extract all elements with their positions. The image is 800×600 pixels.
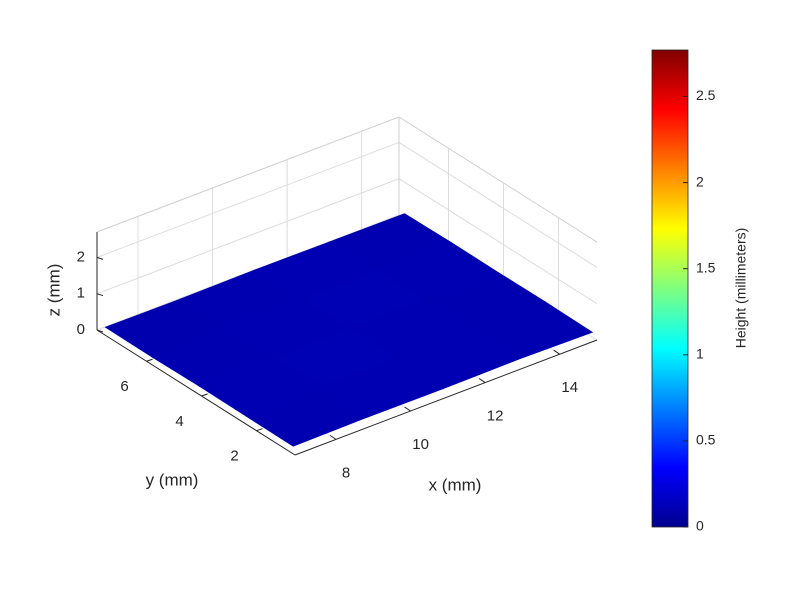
x-tick-label: 10 [412,436,429,453]
grid-line [398,178,598,305]
z-tick-label: 1 [77,285,85,302]
box-edge [398,116,598,243]
x-tick-label: 14 [561,379,578,396]
box-edge [96,116,400,233]
x-tick-label: 8 [342,464,350,481]
y-tick [256,428,263,432]
colorbar [651,49,689,528]
x-tick-label: 12 [487,408,504,425]
colorbar-label: Height (millimeters) [733,228,749,349]
grid-line [96,178,400,295]
y-axis [96,329,296,456]
z-tick [96,329,104,333]
colorbar-tick-label: 2.5 [696,87,716,103]
x-axis [294,339,598,456]
grid-line [96,141,400,258]
y-tick-label: 6 [120,378,128,395]
z-tick [96,293,104,297]
colorbar-tick-label: 0.5 [696,432,716,448]
z-tick-label: 0 [77,321,85,338]
x-tick [329,434,337,440]
x-tick [553,349,560,355]
z-tick-label: 2 [77,248,85,265]
y-tick [201,393,208,397]
x-tick [478,378,486,384]
x-axis-label: x (mm) [429,475,482,494]
surface-patch [244,385,370,447]
colorbar-tick-label: 1.5 [696,259,716,275]
z-axis-label: z (mm) [44,264,63,317]
y-axis-label: y (mm) [146,470,199,489]
colorbar-tick-label: 0 [696,518,704,534]
y-tick-label: 2 [230,448,238,465]
y-tick [146,358,153,362]
colorbar-tick-label: 1 [696,346,704,362]
grid-line [398,141,598,268]
x-tick [404,406,411,412]
z-tick [96,256,104,260]
y-tick-label: 4 [175,413,183,430]
colorbar-tick-label: 2 [696,173,704,189]
